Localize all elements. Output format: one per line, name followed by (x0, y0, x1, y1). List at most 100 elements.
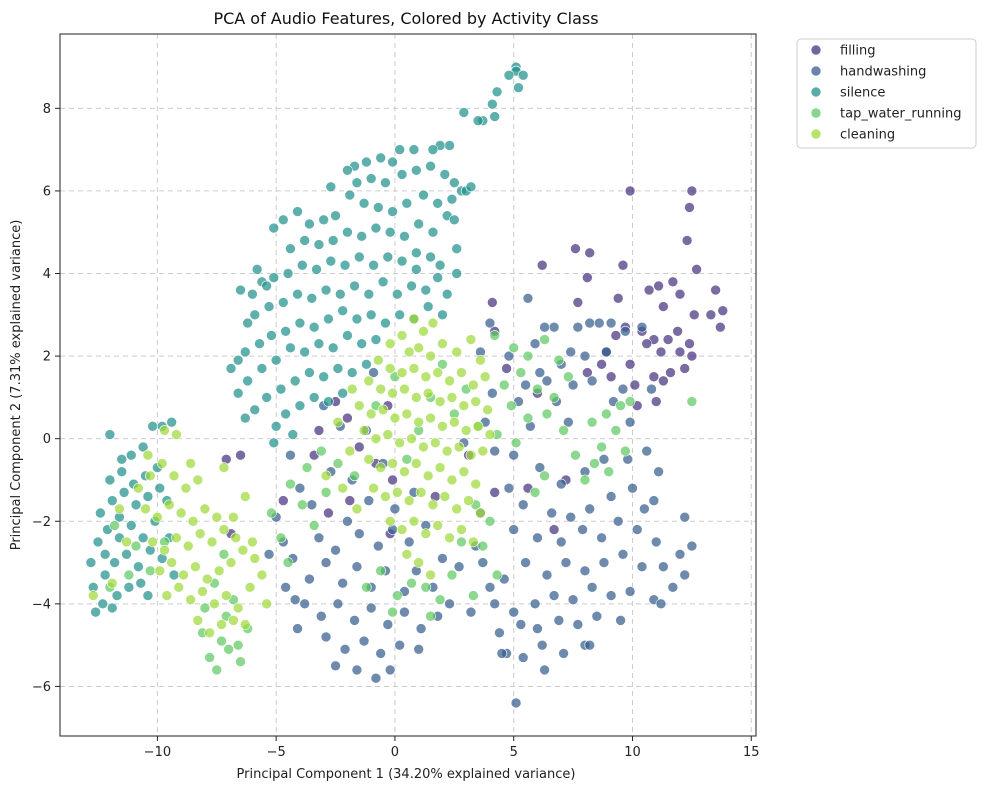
point-filling (617, 259, 629, 271)
point-cleaning (180, 482, 192, 494)
point-cleaning (456, 367, 467, 378)
point-handwashing (306, 499, 318, 511)
point-cleaning (437, 338, 448, 350)
point-tap-water-running (315, 445, 327, 457)
point-silence (268, 222, 280, 234)
point-silence (154, 482, 166, 494)
point-handwashing (289, 594, 301, 606)
point-handwashing (299, 598, 310, 610)
point-handwashing (413, 643, 424, 655)
point-handwashing (605, 590, 617, 601)
point-tap-water-running (211, 664, 223, 676)
point-handwashing (320, 631, 332, 643)
point-tap-water-running (130, 540, 142, 552)
point-handwashing (639, 503, 650, 515)
point-silence (411, 264, 422, 275)
point-silence (116, 466, 128, 478)
point-cleaning (173, 582, 185, 593)
point-tap-water-running (456, 536, 467, 548)
point-cleaning (358, 425, 370, 436)
legend-marker (810, 65, 822, 77)
point-silence (375, 152, 386, 164)
point-silence (373, 202, 384, 213)
point-silence (451, 243, 462, 255)
point-silence (106, 602, 118, 614)
point-silence (275, 383, 287, 395)
point-cleaning (456, 524, 467, 535)
point-silence (432, 198, 443, 209)
point-handwashing (612, 515, 624, 527)
point-silence (437, 309, 448, 321)
point-tap-water-running (548, 392, 560, 403)
point-cleaning (247, 536, 258, 548)
series-silence (85, 61, 529, 618)
point-filling (582, 367, 593, 378)
point-filling (643, 284, 655, 296)
point-tap-water-running (468, 590, 479, 601)
point-cleaning (396, 367, 408, 378)
point-handwashing (370, 672, 382, 684)
point-cleaning (187, 515, 199, 527)
point-filling (536, 259, 548, 271)
point-cleaning (401, 408, 413, 420)
point-cleaning (239, 619, 251, 630)
point-handwashing (294, 482, 306, 494)
point-cleaning (408, 363, 420, 374)
point-silence (242, 317, 253, 329)
point-handwashing (342, 515, 353, 527)
point-cleaning (472, 420, 484, 432)
point-cleaning (216, 619, 227, 630)
point-handwashing (529, 598, 541, 610)
point-silence (513, 82, 524, 93)
point-tap-water-running (553, 354, 565, 366)
y-tick-label: 8 (43, 102, 51, 117)
point-cleaning (482, 404, 493, 416)
point-handwashing (313, 532, 325, 544)
point-cleaning (460, 425, 472, 436)
point-cleaning (147, 536, 158, 548)
point-handwashing (553, 615, 565, 626)
point-silence (282, 268, 294, 279)
point-tap-water-running (515, 367, 527, 378)
point-silence (266, 330, 277, 341)
point-filling (487, 297, 498, 308)
point-cleaning (430, 437, 441, 449)
point-tap-water-running (434, 594, 446, 606)
point-cleaning (225, 557, 237, 568)
legend: filling handwashing silence tap_water_runni… (796, 38, 977, 149)
point-silence (418, 189, 429, 201)
point-filling (584, 247, 596, 259)
point-silence (434, 259, 446, 271)
legend-marker (810, 44, 822, 56)
point-cleaning (121, 536, 132, 548)
point-cleaning (418, 441, 429, 453)
point-silence (99, 549, 111, 560)
point-filling (688, 309, 700, 321)
point-cleaning (434, 462, 446, 473)
point-silence (394, 144, 405, 155)
point-cleaning (320, 470, 332, 482)
point-filling (715, 321, 726, 333)
series-tap-water-running (104, 330, 698, 676)
point-cleaning (394, 437, 405, 449)
point-filling (313, 425, 325, 436)
point-filling (717, 305, 729, 316)
point-silence (356, 231, 367, 242)
point-cleaning (458, 466, 470, 478)
point-cleaning (332, 416, 344, 428)
point-silence (90, 606, 101, 618)
point-silence (92, 536, 104, 548)
point-tap-water-running (532, 383, 543, 395)
point-cleaning (351, 503, 363, 515)
point-tap-water-running (506, 400, 517, 411)
point-filling (686, 185, 698, 197)
point-handwashing (548, 321, 560, 333)
point-handwashing (596, 532, 607, 544)
point-filling (605, 371, 617, 383)
point-silence (239, 346, 251, 358)
point-handwashing (520, 379, 531, 391)
point-cleaning (425, 569, 436, 581)
point-silence (406, 280, 417, 292)
point-handwashing (304, 573, 315, 585)
point-cleaning (114, 503, 125, 515)
